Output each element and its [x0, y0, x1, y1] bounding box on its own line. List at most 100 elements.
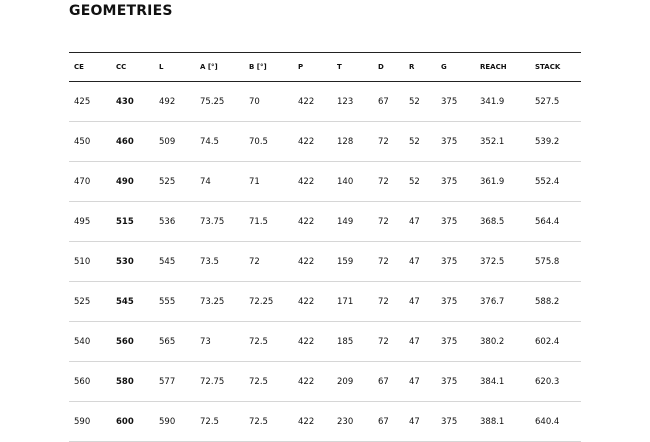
table-cell: 47 — [409, 376, 420, 387]
table-header-row: CE CC L A [°] B [°] P T D R G REACH STACK — [69, 52, 581, 82]
table-cell: 73.75 — [200, 216, 225, 227]
table-cell: 495 — [74, 216, 91, 227]
table-cell: 470 — [74, 176, 91, 187]
table-cell: 450 — [74, 136, 91, 147]
table-cell: 72 — [378, 256, 389, 267]
table-cell: 70.5 — [249, 136, 268, 147]
column-header: R — [409, 63, 415, 71]
table-cell: 372.5 — [480, 256, 505, 267]
table-cell: 422 — [298, 176, 315, 187]
table-cell: 70 — [249, 96, 260, 107]
geometry-table: CE CC L A [°] B [°] P T D R G REACH STACK 425 430 492… — [69, 52, 581, 442]
table-row: 450 460 509 74.5 70.5 422 128 72 52 375 352.1 539.2 — [69, 122, 581, 162]
table-cell: 375 — [441, 336, 458, 347]
table-cell: 47 — [409, 256, 420, 267]
table-cell: 375 — [441, 216, 458, 227]
table-cell: 52 — [409, 136, 420, 147]
table-row: 590 600 590 72.5 72.5 422 230 67 47 375 388.1 640.4 — [69, 402, 581, 442]
table-cell: 341.9 — [480, 96, 505, 107]
table-cell: 422 — [298, 216, 315, 227]
table-cell: 620.3 — [535, 376, 560, 387]
table-cell: 590 — [159, 416, 176, 427]
table-cell: 388.1 — [480, 416, 505, 427]
table-cell: 209 — [337, 376, 354, 387]
table-row: 495 515 536 73.75 71.5 422 149 72 47 375 368.5 564.… — [69, 202, 581, 242]
table-cell: 375 — [441, 416, 458, 427]
table-cell: 422 — [298, 416, 315, 427]
table-cell: 560 — [74, 376, 91, 387]
table-cell: 375 — [441, 296, 458, 307]
table-cell: 73.25 — [200, 296, 225, 307]
table-cell: 72.25 — [249, 296, 274, 307]
column-header: A [°] — [200, 63, 218, 71]
table-cell: 67 — [378, 416, 389, 427]
table-cell: 73.5 — [200, 256, 219, 267]
table-cell: 67 — [378, 96, 389, 107]
table-cell: 47 — [409, 416, 420, 427]
column-header: D — [378, 63, 384, 71]
table-cell: 128 — [337, 136, 354, 147]
table-cell: 361.9 — [480, 176, 505, 187]
table-cell: 74.5 — [200, 136, 219, 147]
table-cell: 422 — [298, 376, 315, 387]
table-cell: 540 — [74, 336, 91, 347]
table-cell: 602.4 — [535, 336, 560, 347]
table-cell: 590 — [74, 416, 91, 427]
table-cell: 422 — [298, 96, 315, 107]
table-cell: 384.1 — [480, 376, 505, 387]
table-cell: 555 — [159, 296, 176, 307]
table-cell: 47 — [409, 216, 420, 227]
table-cell: 75.25 — [200, 96, 225, 107]
table-cell: 72 — [249, 256, 260, 267]
table-cell: 564.4 — [535, 216, 560, 227]
table-row: 540 560 565 73 72.5 422 185 72 47 375 380.2 602.4 — [69, 322, 581, 362]
table-cell: 425 — [74, 96, 91, 107]
table-cell: 72 — [378, 176, 389, 187]
table-cell: 600 — [116, 416, 134, 427]
column-header: L — [159, 63, 164, 71]
table-cell: 492 — [159, 96, 176, 107]
table-row: 525 545 555 73.25 72.25 422 171 72 47 375 376.7 588… — [69, 282, 581, 322]
table-cell: 490 — [116, 176, 134, 187]
table-cell: 74 — [200, 176, 211, 187]
table-cell: 72.5 — [200, 416, 219, 427]
column-header: CC — [116, 63, 127, 71]
table-cell: 525 — [74, 296, 91, 307]
table-cell: 430 — [116, 96, 134, 107]
column-header: REACH — [480, 63, 507, 71]
table-cell: 171 — [337, 296, 354, 307]
table-cell: 530 — [116, 256, 134, 267]
table-cell: 539.2 — [535, 136, 560, 147]
table-cell: 72 — [378, 296, 389, 307]
table-cell: 527.5 — [535, 96, 560, 107]
table-cell: 375 — [441, 96, 458, 107]
table-cell: 73 — [200, 336, 211, 347]
table-cell: 536 — [159, 216, 176, 227]
table-cell: 565 — [159, 336, 176, 347]
table-cell: 375 — [441, 136, 458, 147]
table-cell: 588.2 — [535, 296, 560, 307]
table-cell: 67 — [378, 376, 389, 387]
table-cell: 375 — [441, 376, 458, 387]
table-cell: 47 — [409, 336, 420, 347]
table-cell: 580 — [116, 376, 134, 387]
column-header: T — [337, 63, 342, 71]
table-cell: 140 — [337, 176, 354, 187]
table-cell: 460 — [116, 136, 134, 147]
table-cell: 72 — [378, 136, 389, 147]
table-cell: 123 — [337, 96, 354, 107]
table-cell: 422 — [298, 336, 315, 347]
table-cell: 72.5 — [249, 416, 268, 427]
column-header: G — [441, 63, 447, 71]
table-cell: 368.5 — [480, 216, 505, 227]
table-cell: 515 — [116, 216, 134, 227]
table-cell: 525 — [159, 176, 176, 187]
page-title: GEOMETRIES — [69, 3, 173, 19]
table-cell: 72.5 — [249, 336, 268, 347]
column-header: P — [298, 63, 304, 71]
table-row: 510 530 545 73.5 72 422 159 72 47 375 372.5 575.8 — [69, 242, 581, 282]
table-cell: 380.2 — [480, 336, 505, 347]
column-header: B [°] — [249, 63, 267, 71]
table-cell: 545 — [159, 256, 176, 267]
table-row: 470 490 525 74 71 422 140 72 52 375 361.9 552.4 — [69, 162, 581, 202]
